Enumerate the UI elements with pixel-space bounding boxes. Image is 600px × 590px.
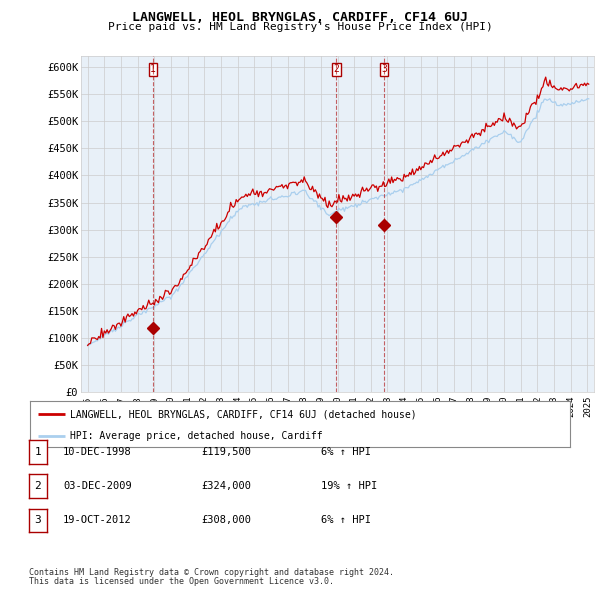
Text: £308,000: £308,000: [201, 516, 251, 525]
Text: 2: 2: [333, 64, 339, 74]
Text: 3: 3: [34, 516, 41, 525]
Text: 03-DEC-2009: 03-DEC-2009: [63, 481, 132, 491]
Text: 19% ↑ HPI: 19% ↑ HPI: [321, 481, 377, 491]
Text: 2: 2: [34, 481, 41, 491]
Text: 10-DEC-1998: 10-DEC-1998: [63, 447, 132, 457]
Text: HPI: Average price, detached house, Cardiff: HPI: Average price, detached house, Card…: [71, 431, 323, 441]
Text: £119,500: £119,500: [201, 447, 251, 457]
Text: 6% ↑ HPI: 6% ↑ HPI: [321, 516, 371, 525]
Text: £324,000: £324,000: [201, 481, 251, 491]
Text: Contains HM Land Registry data © Crown copyright and database right 2024.: Contains HM Land Registry data © Crown c…: [29, 568, 394, 577]
Text: This data is licensed under the Open Government Licence v3.0.: This data is licensed under the Open Gov…: [29, 578, 334, 586]
Text: 1: 1: [150, 64, 156, 74]
Text: 19-OCT-2012: 19-OCT-2012: [63, 516, 132, 525]
Text: Price paid vs. HM Land Registry's House Price Index (HPI): Price paid vs. HM Land Registry's House …: [107, 22, 493, 32]
Text: 6% ↑ HPI: 6% ↑ HPI: [321, 447, 371, 457]
Text: 3: 3: [381, 64, 387, 74]
Text: LANGWELL, HEOL BRYNGLAS, CARDIFF, CF14 6UJ (detached house): LANGWELL, HEOL BRYNGLAS, CARDIFF, CF14 6…: [71, 409, 417, 419]
Text: LANGWELL, HEOL BRYNGLAS, CARDIFF, CF14 6UJ: LANGWELL, HEOL BRYNGLAS, CARDIFF, CF14 6…: [132, 11, 468, 24]
Text: 1: 1: [34, 447, 41, 457]
